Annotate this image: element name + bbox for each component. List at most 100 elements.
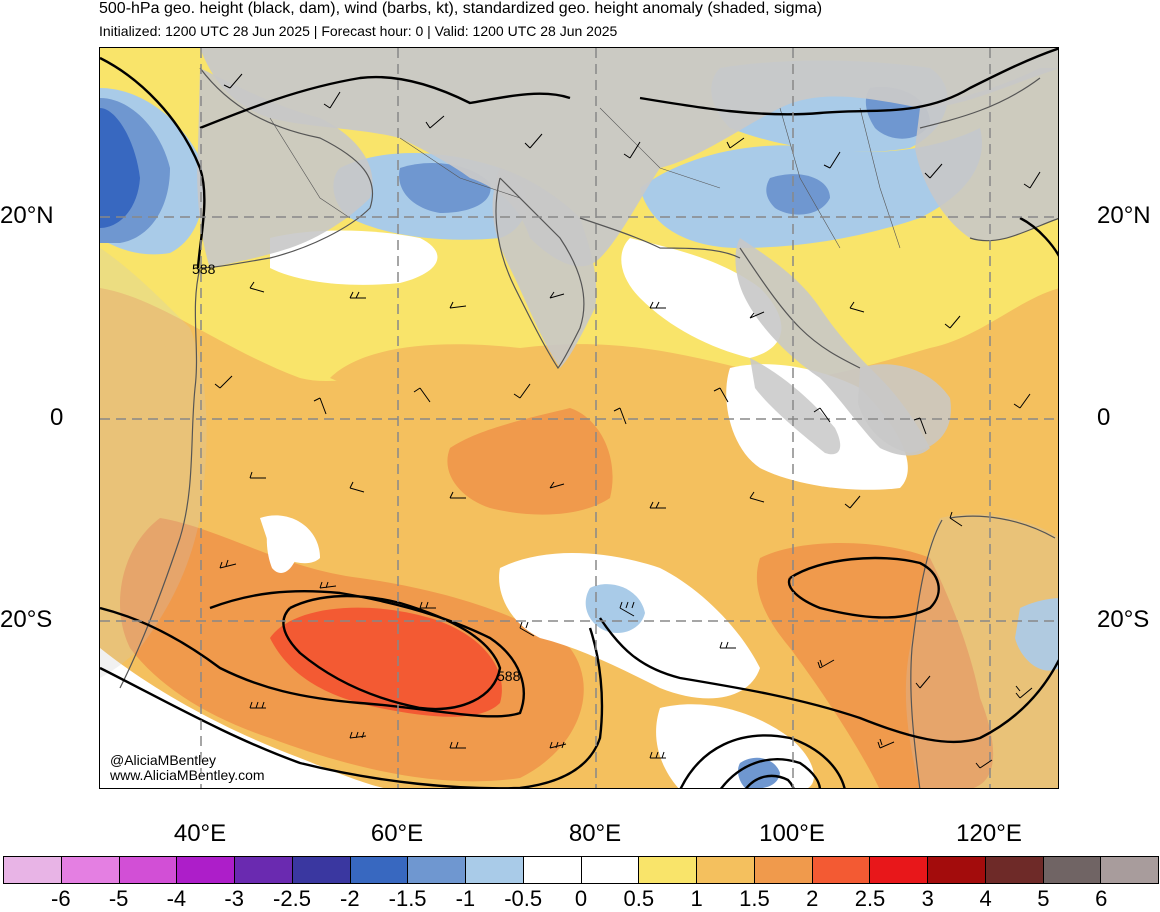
colorbar-swatch xyxy=(697,857,755,883)
height-contour-south-588-inner xyxy=(282,594,502,711)
wind-barb xyxy=(419,601,436,609)
anomaly-neutral-southwest xyxy=(100,648,385,788)
wind-barb xyxy=(549,291,565,299)
wind-barb xyxy=(817,659,835,669)
wind-barb xyxy=(249,281,265,293)
colorbar-tick-label: 1 xyxy=(690,886,703,911)
wind-barb xyxy=(915,675,931,689)
wind-barb xyxy=(613,407,627,425)
border-line xyxy=(269,117,351,219)
lat-label-20n-left: 20°N xyxy=(0,202,54,229)
contour-label-south: 588 xyxy=(497,668,521,684)
lon-label-100e: 100°E xyxy=(759,820,825,847)
lat-label-20s-left: 20°S xyxy=(0,606,53,633)
graticule xyxy=(100,48,1058,788)
colorbar-swatch xyxy=(61,857,120,883)
wind-barb xyxy=(249,701,266,709)
country-borders xyxy=(269,107,901,249)
land-madagascar xyxy=(266,517,299,573)
wind-barb xyxy=(623,141,641,159)
coastlines xyxy=(119,67,1058,788)
colorbar-swatch xyxy=(754,857,813,883)
wind-barb xyxy=(719,641,736,649)
height-contour-south-main xyxy=(100,627,604,788)
coastline-africa xyxy=(119,267,201,689)
wind-barb xyxy=(949,511,963,527)
anomaly-1.5-sigma-center xyxy=(447,408,613,515)
lon-label-40e: 40°E xyxy=(173,820,227,847)
map-panel: 588 588 xyxy=(99,47,1059,789)
colorbar xyxy=(3,856,1159,884)
wind-barb xyxy=(313,397,327,415)
wind-barb xyxy=(944,315,961,329)
colorbar-tick-label: 2.5 xyxy=(854,886,886,911)
lat-label-20n-right: 20°N xyxy=(1097,202,1151,229)
wind-barb xyxy=(749,491,765,503)
wind-barb xyxy=(223,73,243,89)
wind-barb xyxy=(219,559,237,569)
chart-title: 500-hPa geo. height (black, dam), wind (… xyxy=(99,0,823,17)
wind-barb xyxy=(844,495,861,509)
anomaly-1-sigma-west xyxy=(100,298,190,419)
land-arabia xyxy=(197,68,373,268)
colorbar-swatch xyxy=(177,857,235,883)
wind-barb xyxy=(519,621,535,637)
lat-label-20s-right: 20°S xyxy=(1097,606,1150,633)
height-contour-south-low xyxy=(679,734,846,788)
colorbar-tick-label: -2 xyxy=(340,886,360,911)
wind-barb xyxy=(1015,685,1033,699)
wind-barb xyxy=(449,301,467,309)
wind-barb xyxy=(524,133,543,149)
colorbar-swatch xyxy=(581,857,640,883)
colorbar-swatch xyxy=(812,857,871,883)
credit-handle: @AliciaMBentley xyxy=(110,752,217,768)
wind-barbs xyxy=(214,73,1041,769)
height-contour-south-low-inner xyxy=(720,758,822,788)
anomaly-negative-1-china xyxy=(766,174,830,215)
colorbar-swatch xyxy=(1043,857,1102,883)
colorbar-swatch xyxy=(4,857,62,883)
lat-label-0-left: 0 xyxy=(50,404,64,431)
land-australia xyxy=(905,514,1058,788)
coastline-australia xyxy=(910,515,1056,788)
credit-website: www.AliciaMBentley.com xyxy=(110,767,265,783)
wind-barb xyxy=(649,501,666,509)
height-contour-south-east-588 xyxy=(787,556,940,619)
coastline-bay-bengal xyxy=(579,217,741,259)
border-line xyxy=(859,107,901,249)
height-contour-east xyxy=(1019,216,1058,257)
colorbar-tick-label: 6 xyxy=(1095,886,1108,911)
height-contour-south-low-core xyxy=(745,774,795,788)
coastline-arabia xyxy=(199,67,374,269)
colorbar-tick-label: -3 xyxy=(224,886,244,911)
wind-barb xyxy=(425,115,445,129)
colorbar-swatch xyxy=(928,857,986,883)
wind-barb xyxy=(214,375,233,389)
wind-barb xyxy=(319,581,337,589)
anomaly-negative-0.5-southeast xyxy=(1015,598,1058,671)
colorbar-tick-label: -0.5 xyxy=(504,886,543,911)
colorbar-tick-label: -5 xyxy=(108,886,129,911)
colorbar-swatch xyxy=(870,857,928,883)
coastline-china xyxy=(919,77,1058,242)
wind-barb xyxy=(924,163,943,179)
colorbar-tick-label: 0 xyxy=(574,886,588,911)
lat-label-0-right: 0 xyxy=(1097,404,1111,431)
height-contour-southwest-588 xyxy=(100,589,525,718)
colorbar-swatch xyxy=(119,857,178,883)
anomaly-1-sigma-north xyxy=(330,344,740,402)
wind-barb xyxy=(449,741,466,749)
land-sumatra xyxy=(750,358,841,455)
height-contour-north-2 xyxy=(639,48,1058,116)
wind-barb xyxy=(1013,393,1031,409)
colorbar-tick-label: -2.5 xyxy=(273,886,311,911)
colorbar-tick-label: 2 xyxy=(806,886,819,911)
land-india xyxy=(492,168,597,368)
colorbar-swatch xyxy=(466,857,524,883)
wind-barb xyxy=(619,601,635,617)
colorbar-tick-label: 3 xyxy=(921,886,934,911)
border-line xyxy=(779,107,841,249)
colorbar-swatch xyxy=(985,857,1044,883)
wind-barb xyxy=(549,481,565,489)
land-africa xyxy=(100,248,207,678)
